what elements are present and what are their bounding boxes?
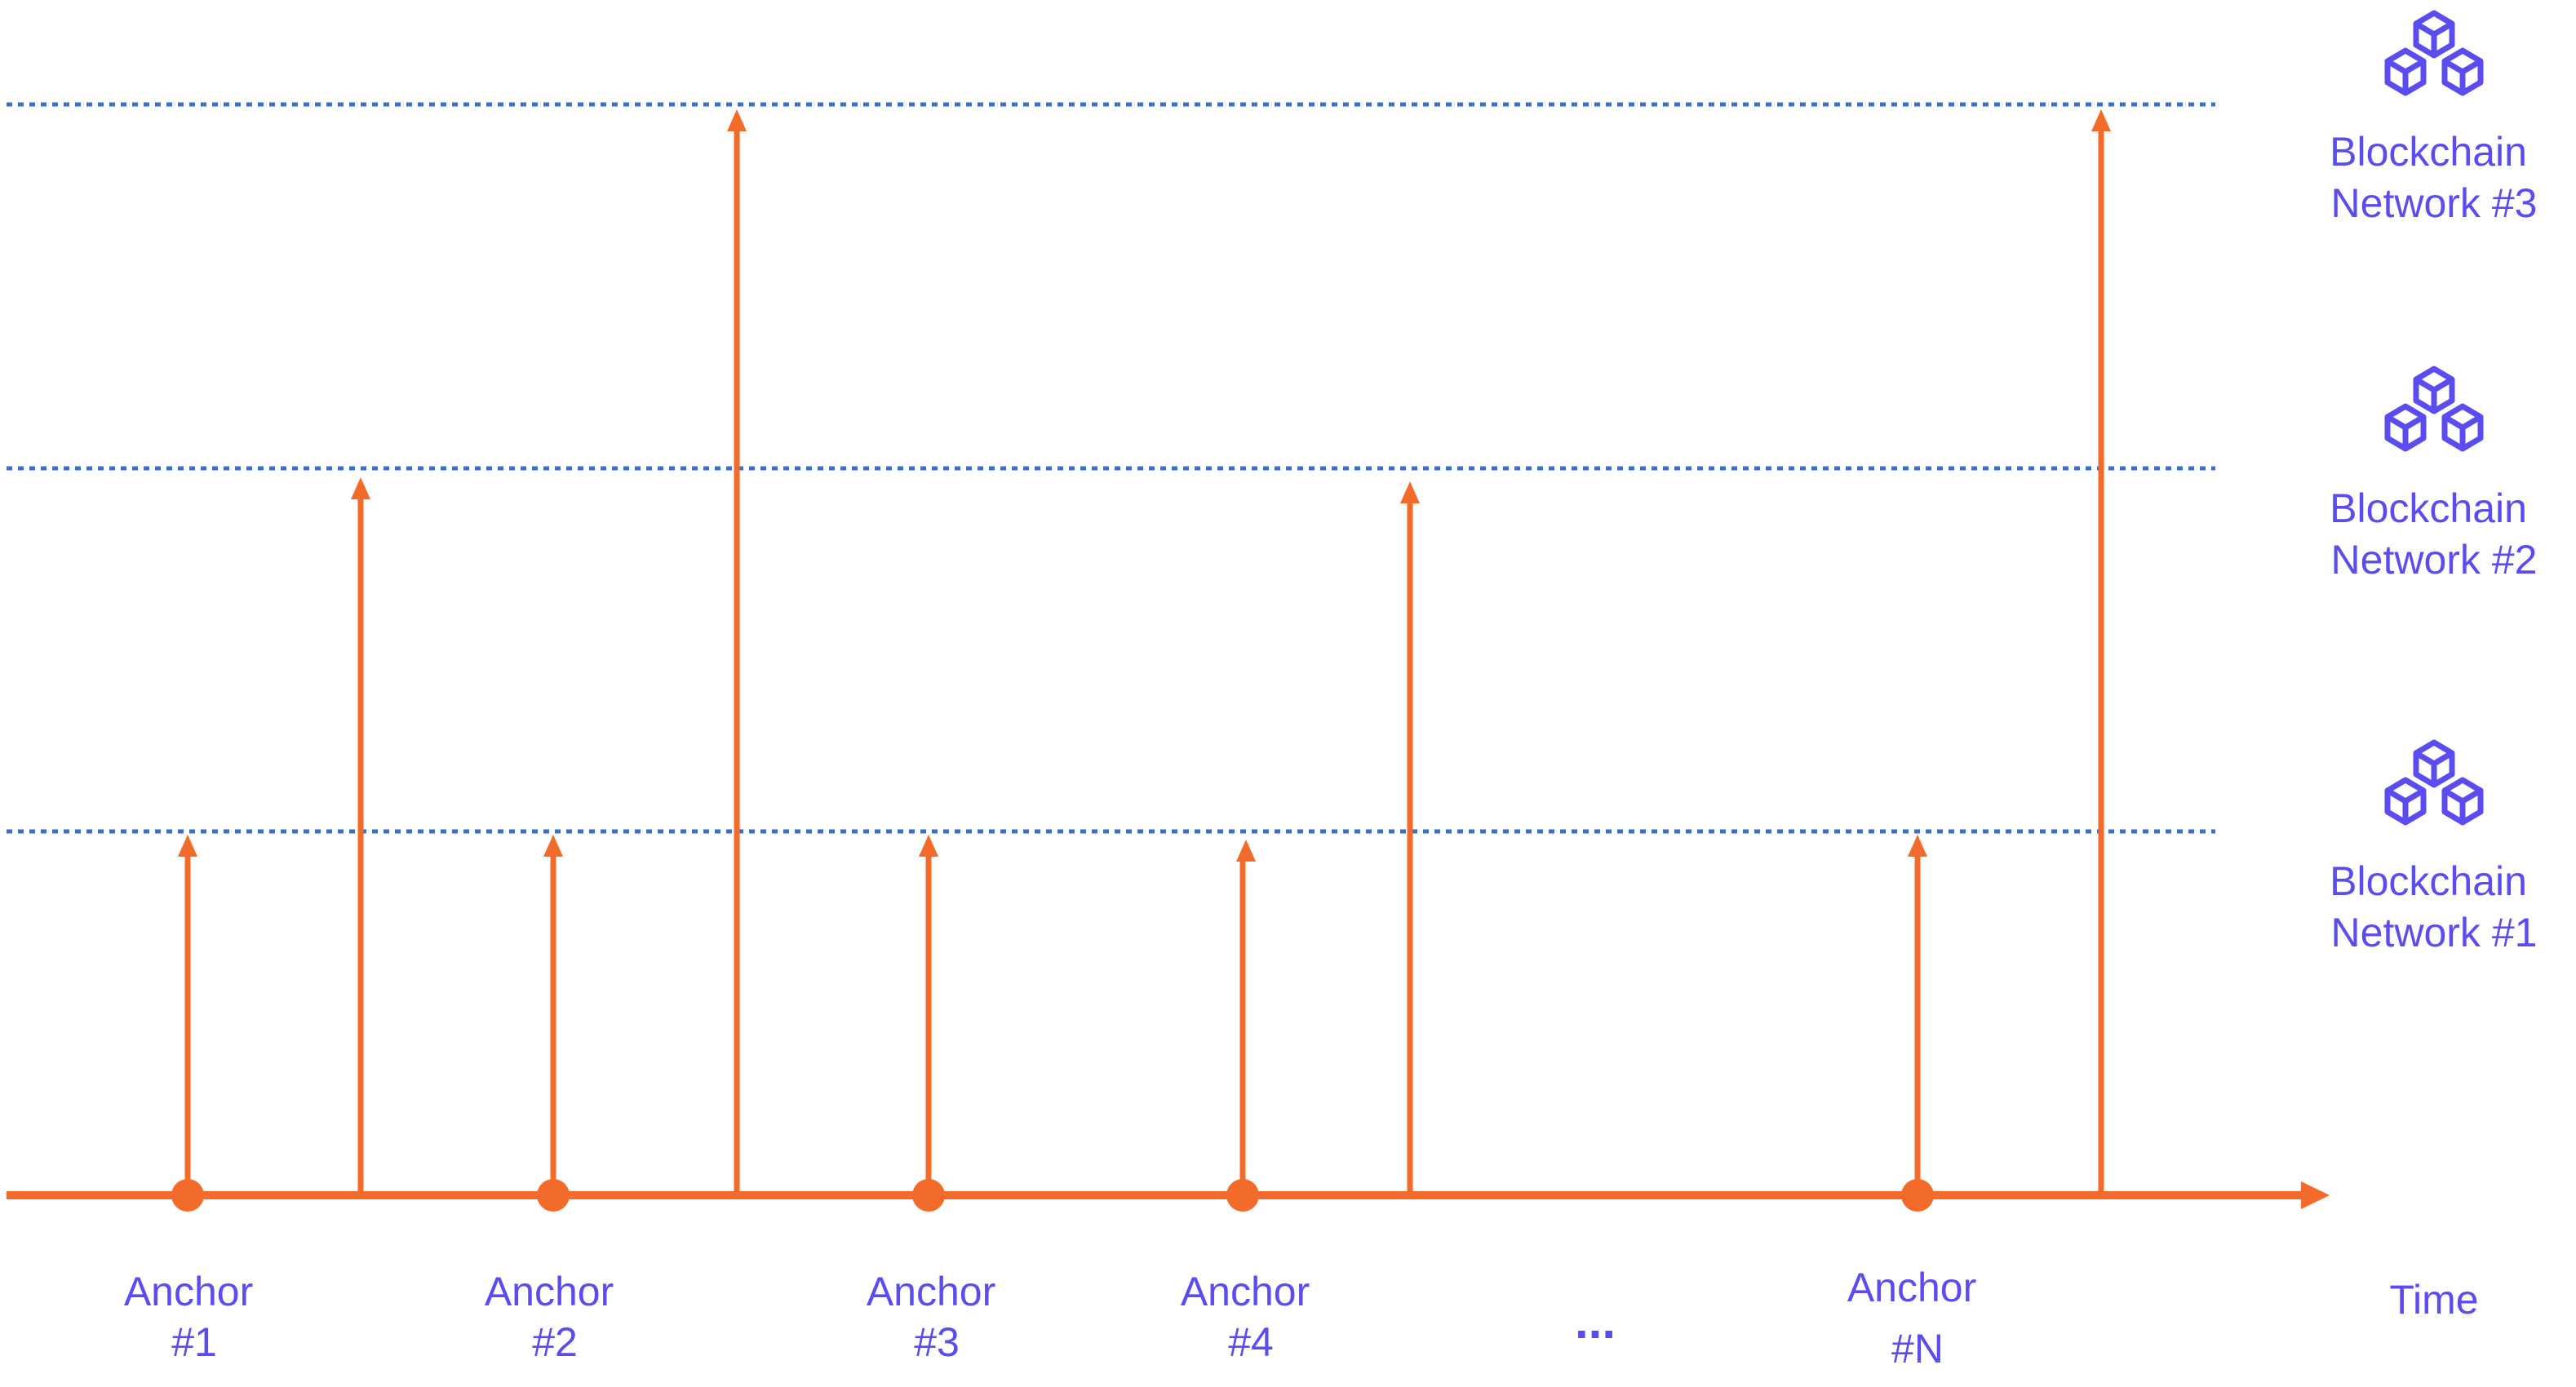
time-axis-arrowhead	[2301, 1181, 2330, 1209]
anchor-label-3: Anchor #3	[867, 1269, 1007, 1365]
network-label-3: Blockchain Network #3	[2330, 129, 2538, 226]
arrowhead-publish-network-2-b	[1400, 481, 1420, 503]
anchor-dot-1	[171, 1179, 204, 1212]
arrowhead-anchor-n	[1908, 835, 1927, 857]
anchor-label-n: Anchor #N	[1847, 1265, 1988, 1371]
anchor-label-1: Anchor #1	[124, 1269, 264, 1365]
network-label-1: Blockchain Network #1	[2330, 858, 2538, 955]
blockchain-cubes-icon	[2388, 742, 2481, 822]
anchor-dot-n	[1901, 1179, 1934, 1212]
network-label-2: Blockchain Network #2	[2330, 485, 2538, 583]
arrowhead-publish-network-3-a	[727, 109, 747, 131]
arrowhead-anchor-1	[178, 835, 197, 857]
arrowhead-anchor-4	[1236, 840, 1256, 862]
arrowhead-anchor-2	[543, 835, 563, 857]
ellipsis: ...	[1575, 1294, 1616, 1349]
blockchain-cubes-icon	[2388, 13, 2481, 93]
anchor-dot-2	[537, 1179, 570, 1212]
blockchain-cubes-icon	[2388, 369, 2481, 449]
anchor-label-2: Anchor #2	[485, 1269, 625, 1365]
arrowhead-publish-network-3-b	[2091, 109, 2111, 131]
anchor-dot-3	[912, 1179, 945, 1212]
time-axis-label: Time	[2389, 1277, 2478, 1323]
arrowhead-anchor-3	[919, 835, 938, 857]
anchor-label-4: Anchor #4	[1181, 1269, 1321, 1365]
arrowhead-publish-network-2-a	[351, 477, 370, 499]
anchor-dot-4	[1226, 1179, 1259, 1212]
